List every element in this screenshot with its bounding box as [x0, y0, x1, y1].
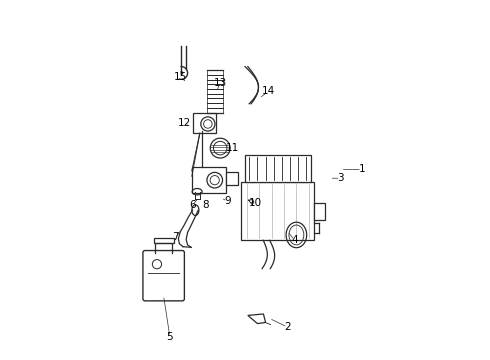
Text: 7: 7 [172, 232, 179, 242]
Text: 15: 15 [174, 72, 187, 82]
Text: 11: 11 [226, 143, 239, 153]
Bar [192, 167, 225, 193]
Bar [153, 238, 174, 243]
FancyBboxPatch shape [143, 251, 184, 301]
Bar [193, 113, 216, 133]
Text: 12: 12 [178, 118, 192, 128]
Text: 8: 8 [203, 200, 209, 210]
Bar [225, 172, 238, 185]
Text: 3: 3 [338, 173, 344, 183]
Text: 5: 5 [167, 332, 173, 342]
Bar [242, 182, 314, 240]
Text: 13: 13 [214, 77, 227, 87]
Text: 10: 10 [249, 198, 262, 208]
Bar [245, 155, 311, 182]
Bar [314, 203, 325, 220]
Text: 9: 9 [224, 196, 231, 206]
Text: 1: 1 [359, 165, 365, 174]
Text: 2: 2 [284, 322, 291, 332]
Text: 14: 14 [261, 86, 275, 96]
Text: 6: 6 [189, 200, 196, 210]
Polygon shape [248, 314, 266, 324]
Text: 4: 4 [292, 235, 298, 245]
